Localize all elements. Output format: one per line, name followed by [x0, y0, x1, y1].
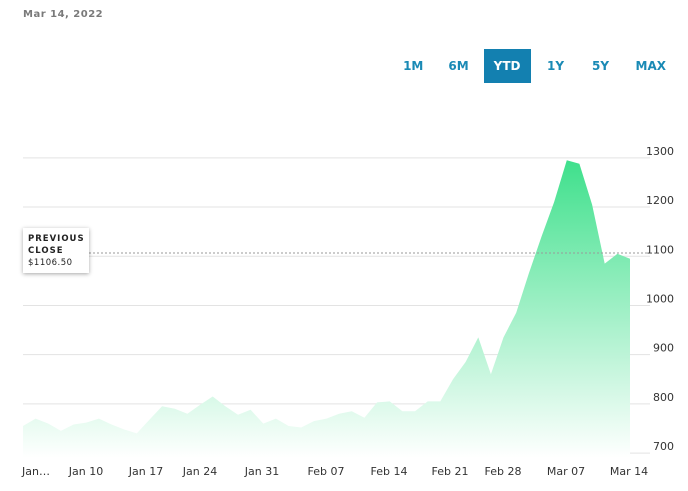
x-tick-label: Feb 21	[432, 465, 469, 478]
price-area	[23, 160, 630, 459]
range-tab-ytd[interactable]: YTD	[483, 49, 531, 83]
range-tab-1y[interactable]: 1Y	[546, 59, 565, 73]
x-tick-label: Feb 28	[485, 465, 522, 478]
y-tick-label: 800	[653, 391, 674, 404]
x-axis-ticks: Jan… Jan 10 Jan 17 Jan 24 Jan 31 Feb 07 Feb 14…	[21, 465, 648, 478]
x-tick-label: Jan 10	[68, 465, 103, 478]
x-tick-label: Mar 07	[547, 465, 585, 478]
x-tick-label: Mar 14	[610, 465, 648, 478]
x-tick-label: Jan 31	[244, 465, 279, 478]
previous-close-tooltip: PREVIOUS CLOSE $1106.50	[23, 228, 89, 273]
range-tab-max[interactable]: MAX	[635, 59, 666, 73]
y-tick-label: 700	[653, 440, 674, 453]
range-tab-5y[interactable]: 5Y	[591, 59, 610, 73]
x-tick-label: Jan 24	[182, 465, 217, 478]
y-tick-label: 900	[653, 342, 674, 355]
previous-close-title-2: CLOSE	[28, 246, 64, 256]
quote-date: Mar 14, 2022	[23, 9, 104, 20]
y-tick-label: 1300	[646, 145, 674, 158]
x-tick-label: Jan…	[21, 465, 50, 478]
y-tick-label: 1000	[646, 292, 674, 305]
x-tick-label: Feb 14	[371, 465, 408, 478]
previous-close-title-1: PREVIOUS	[28, 234, 85, 244]
range-tab-1m[interactable]: 1M	[403, 59, 424, 73]
y-tick-label: 1200	[646, 194, 674, 207]
y-axis-ticks: 700 800 900 1000 1100 1200 1300	[646, 145, 674, 453]
range-selector: 1M 6M YTD 1Y 5Y MAX	[388, 49, 676, 83]
x-tick-label: Jan 17	[128, 465, 163, 478]
previous-close-value: $1106.50	[28, 258, 73, 268]
y-tick-label: 1100	[646, 243, 674, 256]
range-tab-6m[interactable]: 6M	[448, 59, 469, 73]
price-area-fill	[23, 160, 630, 459]
x-tick-label: Feb 07	[308, 465, 345, 478]
